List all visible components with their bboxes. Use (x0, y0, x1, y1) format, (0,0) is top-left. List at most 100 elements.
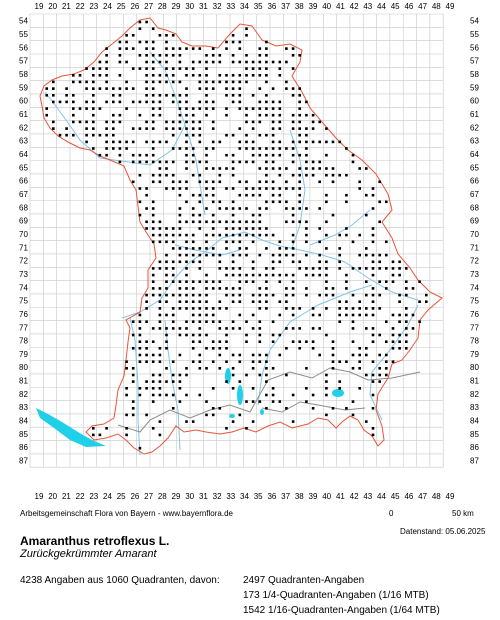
occurrence-dot (378, 367, 381, 370)
y-label-right: 84 (470, 417, 479, 426)
occurrence-dot (65, 94, 68, 97)
occurrence-dot (298, 340, 301, 343)
occurrence-dot (131, 367, 135, 370)
y-label-left: 61 (19, 110, 28, 119)
occurrence-dot (191, 420, 195, 423)
occurrence-dot (278, 153, 282, 157)
occurrence-dot (338, 253, 341, 257)
occurrence-dot (385, 360, 388, 363)
occurrence-dot (251, 387, 255, 390)
occurrence-dot (191, 280, 195, 283)
occurrence-dot (298, 200, 301, 204)
occurrence-dot (185, 127, 188, 130)
occurrence-dot (191, 193, 195, 197)
occurrence-dot (331, 180, 335, 184)
occurrence-dot (251, 260, 255, 264)
occurrence-dot (165, 380, 168, 383)
occurrence-dot (191, 287, 195, 290)
occurrence-dot (345, 287, 348, 290)
occurrence-dot (231, 293, 235, 297)
occurrence-dot (165, 67, 168, 70)
occurrence-dot (218, 180, 222, 184)
occurrence-dot (265, 233, 268, 237)
y-label-right: 82 (470, 390, 479, 399)
occurrence-dot (278, 333, 282, 337)
occurrence-dot (251, 327, 255, 330)
y-label-left: 67 (19, 190, 28, 199)
occurrence-dot (311, 173, 315, 177)
occurrence-dot (265, 167, 268, 170)
occurrence-dot (325, 247, 328, 250)
occurrence-dot (278, 120, 282, 124)
occurrence-dot (218, 367, 222, 370)
occurrence-dot (185, 180, 188, 184)
occurrence-dot (151, 340, 155, 343)
occurrence-dot (171, 280, 175, 283)
occurrence-dot (231, 100, 235, 104)
occurrence-dot (358, 387, 361, 390)
occurrence-dot (151, 147, 155, 150)
occurrence-dot (191, 133, 195, 137)
occurrence-dot (225, 247, 228, 250)
occurrence-dot (271, 273, 275, 277)
occurrence-dot (405, 320, 408, 323)
occurrence-dot (191, 67, 195, 70)
occurrence-dot (151, 153, 155, 157)
occurrence-dot (251, 127, 255, 130)
occurrence-dot (271, 133, 275, 137)
occurrence-dot (185, 307, 188, 310)
occurrence-dot (245, 207, 248, 210)
x-label-top: 26 (130, 2, 139, 11)
occurrence-dot (65, 87, 68, 90)
occurrence-dot (225, 94, 228, 97)
occurrence-dot (258, 227, 262, 230)
occurrence-dot (112, 94, 115, 97)
occurrence-dot (351, 293, 355, 297)
occurrence-dot (52, 100, 55, 104)
occurrence-dot (251, 273, 255, 277)
y-label-left: 86 (19, 443, 28, 452)
occurrence-dot (331, 173, 335, 177)
occurrence-dot (251, 353, 255, 357)
occurrence-dot (371, 433, 375, 437)
occurrence-dot (131, 47, 135, 50)
occurrence-dot (305, 160, 308, 164)
x-label-top: 34 (240, 2, 249, 11)
occurrence-dot (298, 327, 301, 330)
occurrence-dot (205, 273, 208, 277)
occurrence-dot (225, 273, 228, 277)
stat-quadrant: 2497 Quadranten-Angaben (243, 575, 365, 586)
occurrence-dot (218, 253, 222, 257)
occurrence-dot (318, 240, 321, 244)
occurrence-dot (211, 280, 215, 283)
y-label-right: 65 (470, 163, 479, 172)
occurrence-dot (331, 167, 335, 170)
occurrence-dot (165, 327, 168, 330)
occurrence-dot (165, 94, 168, 97)
occurrence-dot (258, 87, 262, 90)
occurrence-dot (118, 60, 122, 64)
bavaria-border (39, 17, 443, 455)
occurrence-dot (118, 94, 122, 97)
occurrence-dot (291, 240, 295, 244)
occurrence-dot (138, 153, 142, 157)
occurrence-dot (271, 87, 275, 90)
occurrence-dot (165, 313, 168, 317)
occurrence-dot (298, 127, 301, 130)
x-label-bottom: 48 (432, 492, 441, 500)
y-label-right: 72 (470, 257, 479, 266)
y-label-right: 71 (470, 243, 479, 252)
occurrence-dot (358, 300, 361, 303)
occurrence-dot (231, 387, 235, 390)
occurrence-dot (265, 54, 268, 57)
occurrence-dot (371, 307, 375, 310)
occurrence-dot (191, 220, 195, 224)
x-label-top: 48 (432, 2, 441, 11)
occurrence-dot (191, 340, 195, 343)
occurrence-dot (151, 107, 155, 110)
occurrence-dot (298, 100, 301, 104)
occurrence-dot (72, 74, 75, 77)
occurrence-dot (231, 80, 235, 84)
occurrence-dot (358, 360, 361, 363)
occurrence-dot (185, 187, 188, 190)
